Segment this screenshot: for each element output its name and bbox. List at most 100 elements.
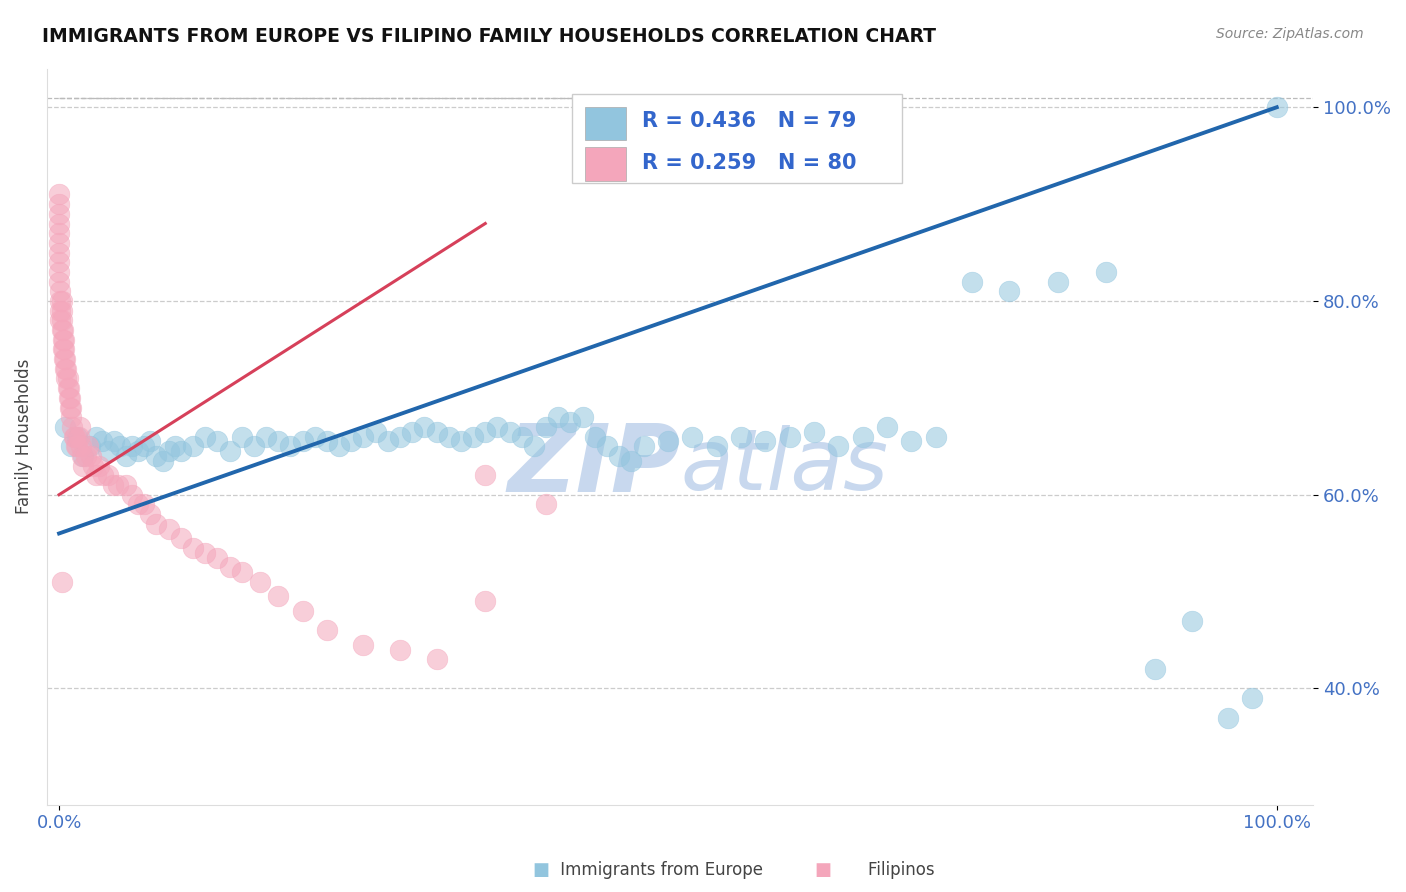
Point bbox=[157, 444, 180, 458]
Point bbox=[231, 565, 253, 579]
Point bbox=[194, 429, 217, 443]
Point bbox=[62, 420, 84, 434]
Point bbox=[66, 439, 89, 453]
Point bbox=[474, 468, 496, 483]
Point bbox=[48, 217, 70, 231]
Point bbox=[231, 429, 253, 443]
Point bbox=[62, 429, 84, 443]
Text: R = 0.436   N = 79: R = 0.436 N = 79 bbox=[643, 111, 856, 131]
Point bbox=[134, 497, 156, 511]
Point bbox=[84, 429, 107, 443]
Point bbox=[55, 361, 77, 376]
Point bbox=[170, 531, 193, 545]
Point bbox=[53, 420, 76, 434]
Point bbox=[115, 478, 138, 492]
Point bbox=[1265, 100, 1288, 114]
Point bbox=[560, 415, 582, 429]
Point bbox=[1241, 691, 1264, 706]
Point bbox=[48, 235, 70, 250]
Point bbox=[340, 434, 363, 449]
Point bbox=[89, 458, 111, 473]
Point bbox=[474, 425, 496, 439]
Point bbox=[218, 560, 240, 574]
Point bbox=[249, 574, 271, 589]
Point bbox=[48, 207, 70, 221]
Point bbox=[413, 420, 436, 434]
Point bbox=[58, 381, 80, 395]
Point bbox=[157, 522, 180, 536]
Point bbox=[97, 468, 120, 483]
Point bbox=[377, 434, 399, 449]
Point bbox=[82, 458, 104, 473]
Point bbox=[139, 507, 162, 521]
Point bbox=[304, 429, 326, 443]
Point bbox=[681, 429, 703, 443]
Point bbox=[145, 449, 167, 463]
Point bbox=[90, 434, 112, 449]
Point bbox=[97, 444, 120, 458]
Text: IMMIGRANTS FROM EUROPE VS FILIPINO FAMILY HOUSEHOLDS CORRELATION CHART: IMMIGRANTS FROM EUROPE VS FILIPINO FAMIL… bbox=[42, 27, 936, 45]
Point bbox=[534, 420, 557, 434]
Point bbox=[1046, 275, 1069, 289]
Point bbox=[486, 420, 509, 434]
Point bbox=[596, 439, 619, 453]
Point bbox=[207, 434, 229, 449]
Point bbox=[547, 410, 569, 425]
Point bbox=[852, 429, 875, 443]
Point bbox=[633, 439, 655, 453]
Point bbox=[730, 429, 752, 443]
Point bbox=[534, 497, 557, 511]
Point bbox=[254, 429, 277, 443]
Point bbox=[134, 439, 156, 453]
Point bbox=[779, 429, 801, 443]
Point bbox=[48, 245, 70, 260]
Point bbox=[66, 429, 89, 443]
Point bbox=[69, 420, 91, 434]
Point bbox=[60, 401, 83, 415]
Point bbox=[181, 541, 204, 555]
Point bbox=[48, 226, 70, 240]
Point bbox=[52, 333, 75, 347]
Text: R = 0.259   N = 80: R = 0.259 N = 80 bbox=[643, 153, 856, 173]
Point bbox=[267, 434, 290, 449]
Point bbox=[56, 381, 79, 395]
Point bbox=[52, 323, 75, 337]
Point bbox=[1095, 265, 1118, 279]
Point bbox=[139, 434, 162, 449]
Point bbox=[48, 187, 70, 202]
Point bbox=[152, 454, 174, 468]
Point bbox=[571, 410, 593, 425]
Point bbox=[389, 429, 412, 443]
Point bbox=[75, 449, 97, 463]
Point bbox=[48, 255, 70, 269]
Point bbox=[620, 454, 643, 468]
Point bbox=[67, 429, 90, 443]
Point bbox=[243, 439, 266, 453]
Point bbox=[657, 434, 679, 449]
Point bbox=[291, 604, 314, 618]
Point bbox=[962, 275, 984, 289]
Point bbox=[474, 594, 496, 608]
Point bbox=[79, 439, 101, 453]
Text: atlas: atlas bbox=[681, 425, 889, 508]
Point bbox=[900, 434, 922, 449]
Point bbox=[53, 361, 76, 376]
Point bbox=[49, 285, 72, 299]
Point bbox=[49, 313, 72, 327]
Point bbox=[425, 425, 447, 439]
Point bbox=[121, 439, 143, 453]
Point bbox=[706, 439, 728, 453]
Point bbox=[194, 546, 217, 560]
Point bbox=[70, 449, 93, 463]
Point bbox=[108, 439, 131, 453]
Point bbox=[450, 434, 472, 449]
Point bbox=[55, 371, 77, 385]
Point bbox=[107, 478, 129, 492]
Point bbox=[291, 434, 314, 449]
Point bbox=[583, 429, 606, 443]
Point bbox=[53, 352, 76, 367]
Point bbox=[803, 425, 825, 439]
Point bbox=[1143, 662, 1166, 676]
Point bbox=[364, 425, 387, 439]
Point bbox=[70, 439, 93, 453]
